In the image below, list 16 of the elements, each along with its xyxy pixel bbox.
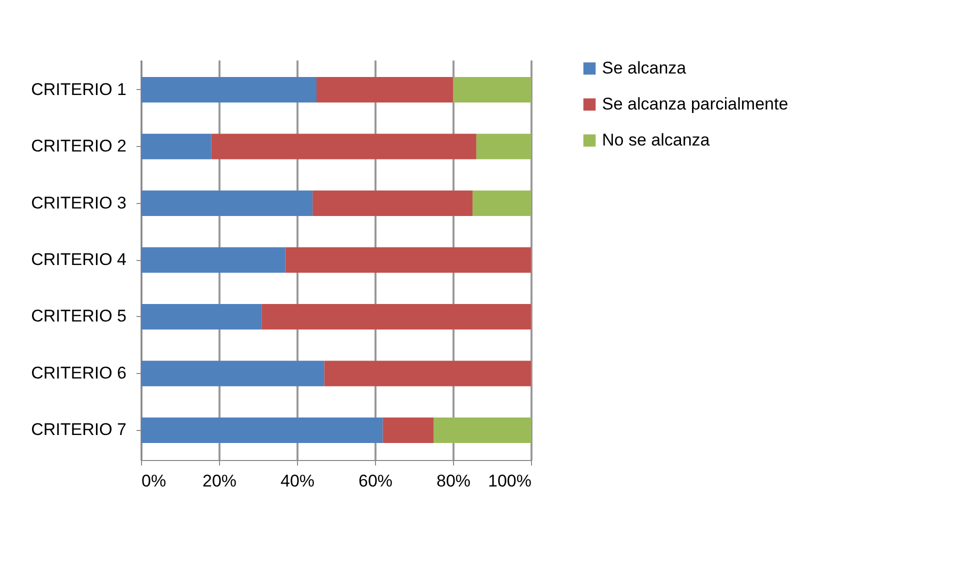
- y-tick-label: CRITERIO 7: [31, 420, 126, 440]
- y-tick-label: CRITERIO 1: [31, 80, 126, 99]
- legend-label: No se alcanza: [602, 130, 710, 150]
- y-tick-label: CRITERIO 6: [31, 363, 126, 382]
- x-tick-label: 80%: [436, 472, 471, 490]
- x-tick-label: 20%: [202, 472, 237, 490]
- y-tick-label: CRITERIO 4: [31, 250, 126, 269]
- legend-label: Se alcanza parcialmente: [602, 94, 788, 114]
- y-tick-label: CRITERIO 2: [31, 136, 126, 156]
- x-tick-label: 0%: [142, 472, 166, 490]
- y-tick-label: CRITERIO 5: [31, 306, 126, 326]
- x-tick-label: 100%: [488, 472, 532, 490]
- legend-label: Se alcanza: [602, 58, 687, 78]
- x-tick-label: 40%: [280, 472, 315, 490]
- y-tick-label: CRITERIO 3: [31, 193, 126, 212]
- x-tick-label: 60%: [358, 472, 393, 490]
